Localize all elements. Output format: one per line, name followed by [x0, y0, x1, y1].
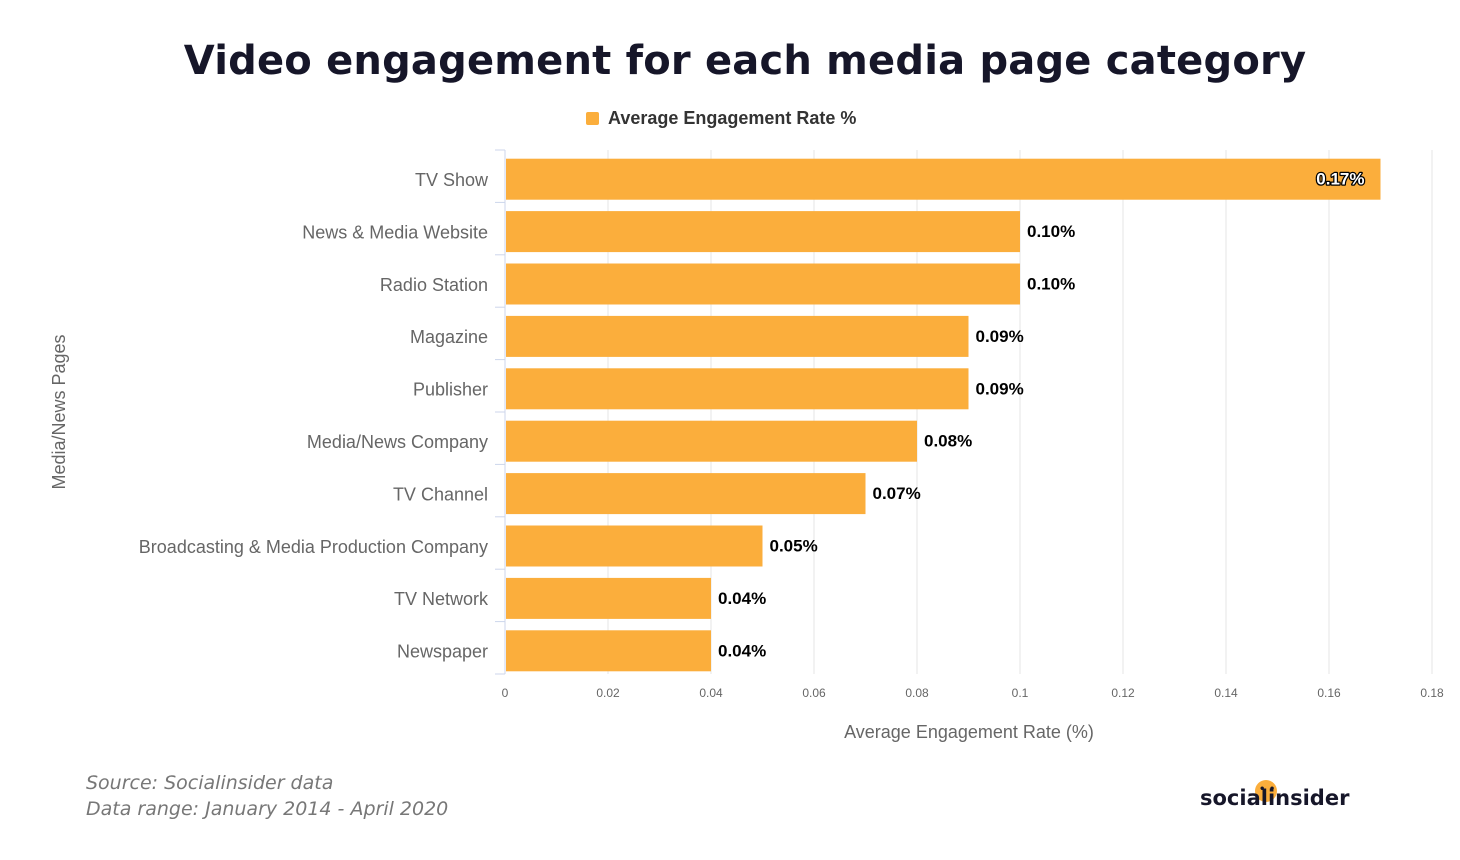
category-label: Radio Station [380, 275, 488, 295]
x-tick-label: 0.12 [1111, 686, 1135, 700]
category-label: TV Channel [393, 484, 488, 504]
category-label: TV Show [415, 170, 489, 190]
data-label: 0.10% [1027, 222, 1075, 241]
category-label: Publisher [413, 380, 488, 400]
legend-label: Average Engagement Rate % [608, 108, 857, 128]
category-label: Broadcasting & Media Production Company [139, 537, 488, 557]
x-tick-label: 0.08 [905, 686, 929, 700]
x-tick-label: 0.04 [699, 686, 723, 700]
legend[interactable]: Average Engagement Rate % [586, 108, 856, 129]
x-tick-label: 0.06 [802, 686, 826, 700]
data-label: 0.09% [976, 379, 1024, 398]
data-label: 0.04% [718, 641, 766, 660]
data-label: 0.05% [770, 536, 818, 555]
data-label: 0.09% [976, 327, 1024, 346]
bar [506, 263, 1020, 305]
bar [506, 630, 711, 672]
x-tick-label: 0.18 [1420, 686, 1444, 700]
bar [506, 577, 711, 619]
x-tick-label: 0.16 [1317, 686, 1341, 700]
logo-face: • • [1259, 784, 1276, 795]
x-tick-label: 0.1 [1012, 686, 1029, 700]
data-range-note: Data range: January 2014 - April 2020 [86, 798, 449, 820]
bar [506, 211, 1020, 253]
bar [506, 315, 969, 357]
category-label: News & Media Website [302, 222, 488, 242]
bar [506, 473, 866, 515]
bar [506, 525, 763, 567]
x-tick-label: 0 [502, 686, 509, 700]
data-label: 0.07% [873, 484, 921, 503]
logo: socialinsider [1200, 786, 1350, 810]
data-label: 0.17% [1316, 170, 1364, 189]
category-label: Magazine [410, 327, 488, 347]
x-tick-label: 0.02 [596, 686, 620, 700]
data-label: 0.04% [718, 589, 766, 608]
x-tick-label: 0.14 [1214, 686, 1238, 700]
bar [506, 420, 917, 462]
bar [506, 158, 1381, 200]
logo-smiley-icon [1255, 780, 1277, 802]
source-note: Source: Socialinsider data [86, 772, 334, 794]
legend-swatch [586, 112, 599, 125]
data-label: 0.08% [924, 432, 972, 451]
category-label: TV Network [394, 589, 489, 609]
chart-title: Video engagement for each media page cat… [183, 38, 1307, 84]
x-axis-title: Average Engagement Rate (%) [844, 722, 1094, 742]
data-label: 0.10% [1027, 274, 1075, 293]
bar [506, 368, 969, 410]
y-axis-title: Media/News Pages [49, 334, 69, 489]
category-label: Newspaper [397, 642, 488, 662]
category-label: Media/News Company [307, 432, 488, 452]
